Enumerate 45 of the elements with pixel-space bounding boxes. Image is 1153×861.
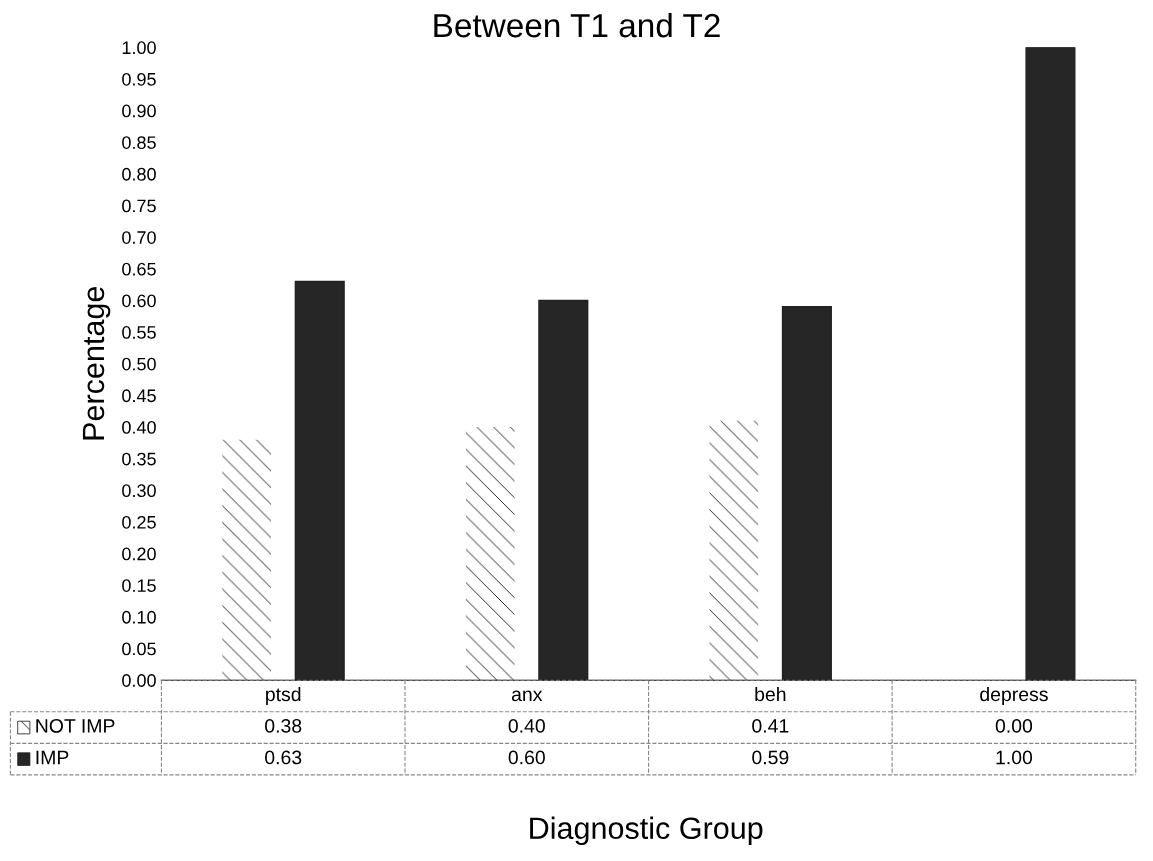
chart-title: Between T1 and T2	[434, 12, 720, 38]
legend-label: IMP	[36, 750, 69, 765]
x-tick-label: beh	[755, 686, 786, 702]
y-axis-title: Percentage	[82, 286, 111, 440]
bar	[538, 299, 589, 681]
x-axis-title: Diagnostic Group	[530, 816, 763, 846]
y-tick-label: 0.70	[122, 231, 156, 244]
y-tick-label: 0.10	[122, 610, 156, 624]
y-tick-label: 0.75	[122, 199, 156, 213]
y-tick-label: 0.20	[122, 547, 156, 561]
y-tick-label: 1.00	[122, 41, 156, 55]
y-tick-label: 0.25	[122, 515, 156, 529]
y-tick-label: 0.05	[122, 642, 156, 656]
y-tick-label: 0.60	[122, 294, 156, 308]
y-tick-label: 0.65	[122, 262, 156, 276]
data-label: 0.38	[265, 719, 302, 733]
x-tick-label: depress	[980, 686, 1048, 706]
y-tick-label: 0.80	[122, 167, 156, 181]
bar	[709, 420, 759, 681]
bar	[465, 427, 515, 681]
y-tick-label: 0.00	[122, 674, 156, 687]
data-label: 0.00	[995, 719, 1033, 733]
data-label: 0.60	[508, 750, 545, 765]
y-tick-label: 0.40	[122, 420, 156, 434]
y-tick-label: 0.30	[122, 484, 156, 498]
data-label: 0.41	[752, 719, 789, 733]
y-tick-label: 0.85	[122, 136, 156, 149]
y-tick-label: 0.55	[122, 326, 156, 339]
y-tick-label: 0.15	[122, 579, 156, 592]
y-tick-label: 0.95	[122, 72, 156, 86]
bar	[294, 280, 345, 681]
data-label: 0.40	[508, 719, 545, 733]
x-tick-label: anx	[511, 690, 543, 702]
data-label: 0.59	[752, 750, 789, 765]
y-tick-label: 0.35	[122, 452, 156, 466]
legend-label: NOT IMP	[36, 719, 115, 733]
x-tick-label: ptsd	[266, 686, 301, 706]
y-tick-label: 0.90	[122, 104, 156, 118]
data-label: 0.63	[265, 750, 302, 765]
data-label: 1.00	[996, 750, 1033, 765]
y-tick-label: 0.45	[122, 389, 156, 403]
bar	[781, 306, 832, 681]
bar	[1025, 47, 1076, 681]
bar	[222, 439, 272, 681]
y-tick-label: 0.50	[122, 357, 156, 371]
